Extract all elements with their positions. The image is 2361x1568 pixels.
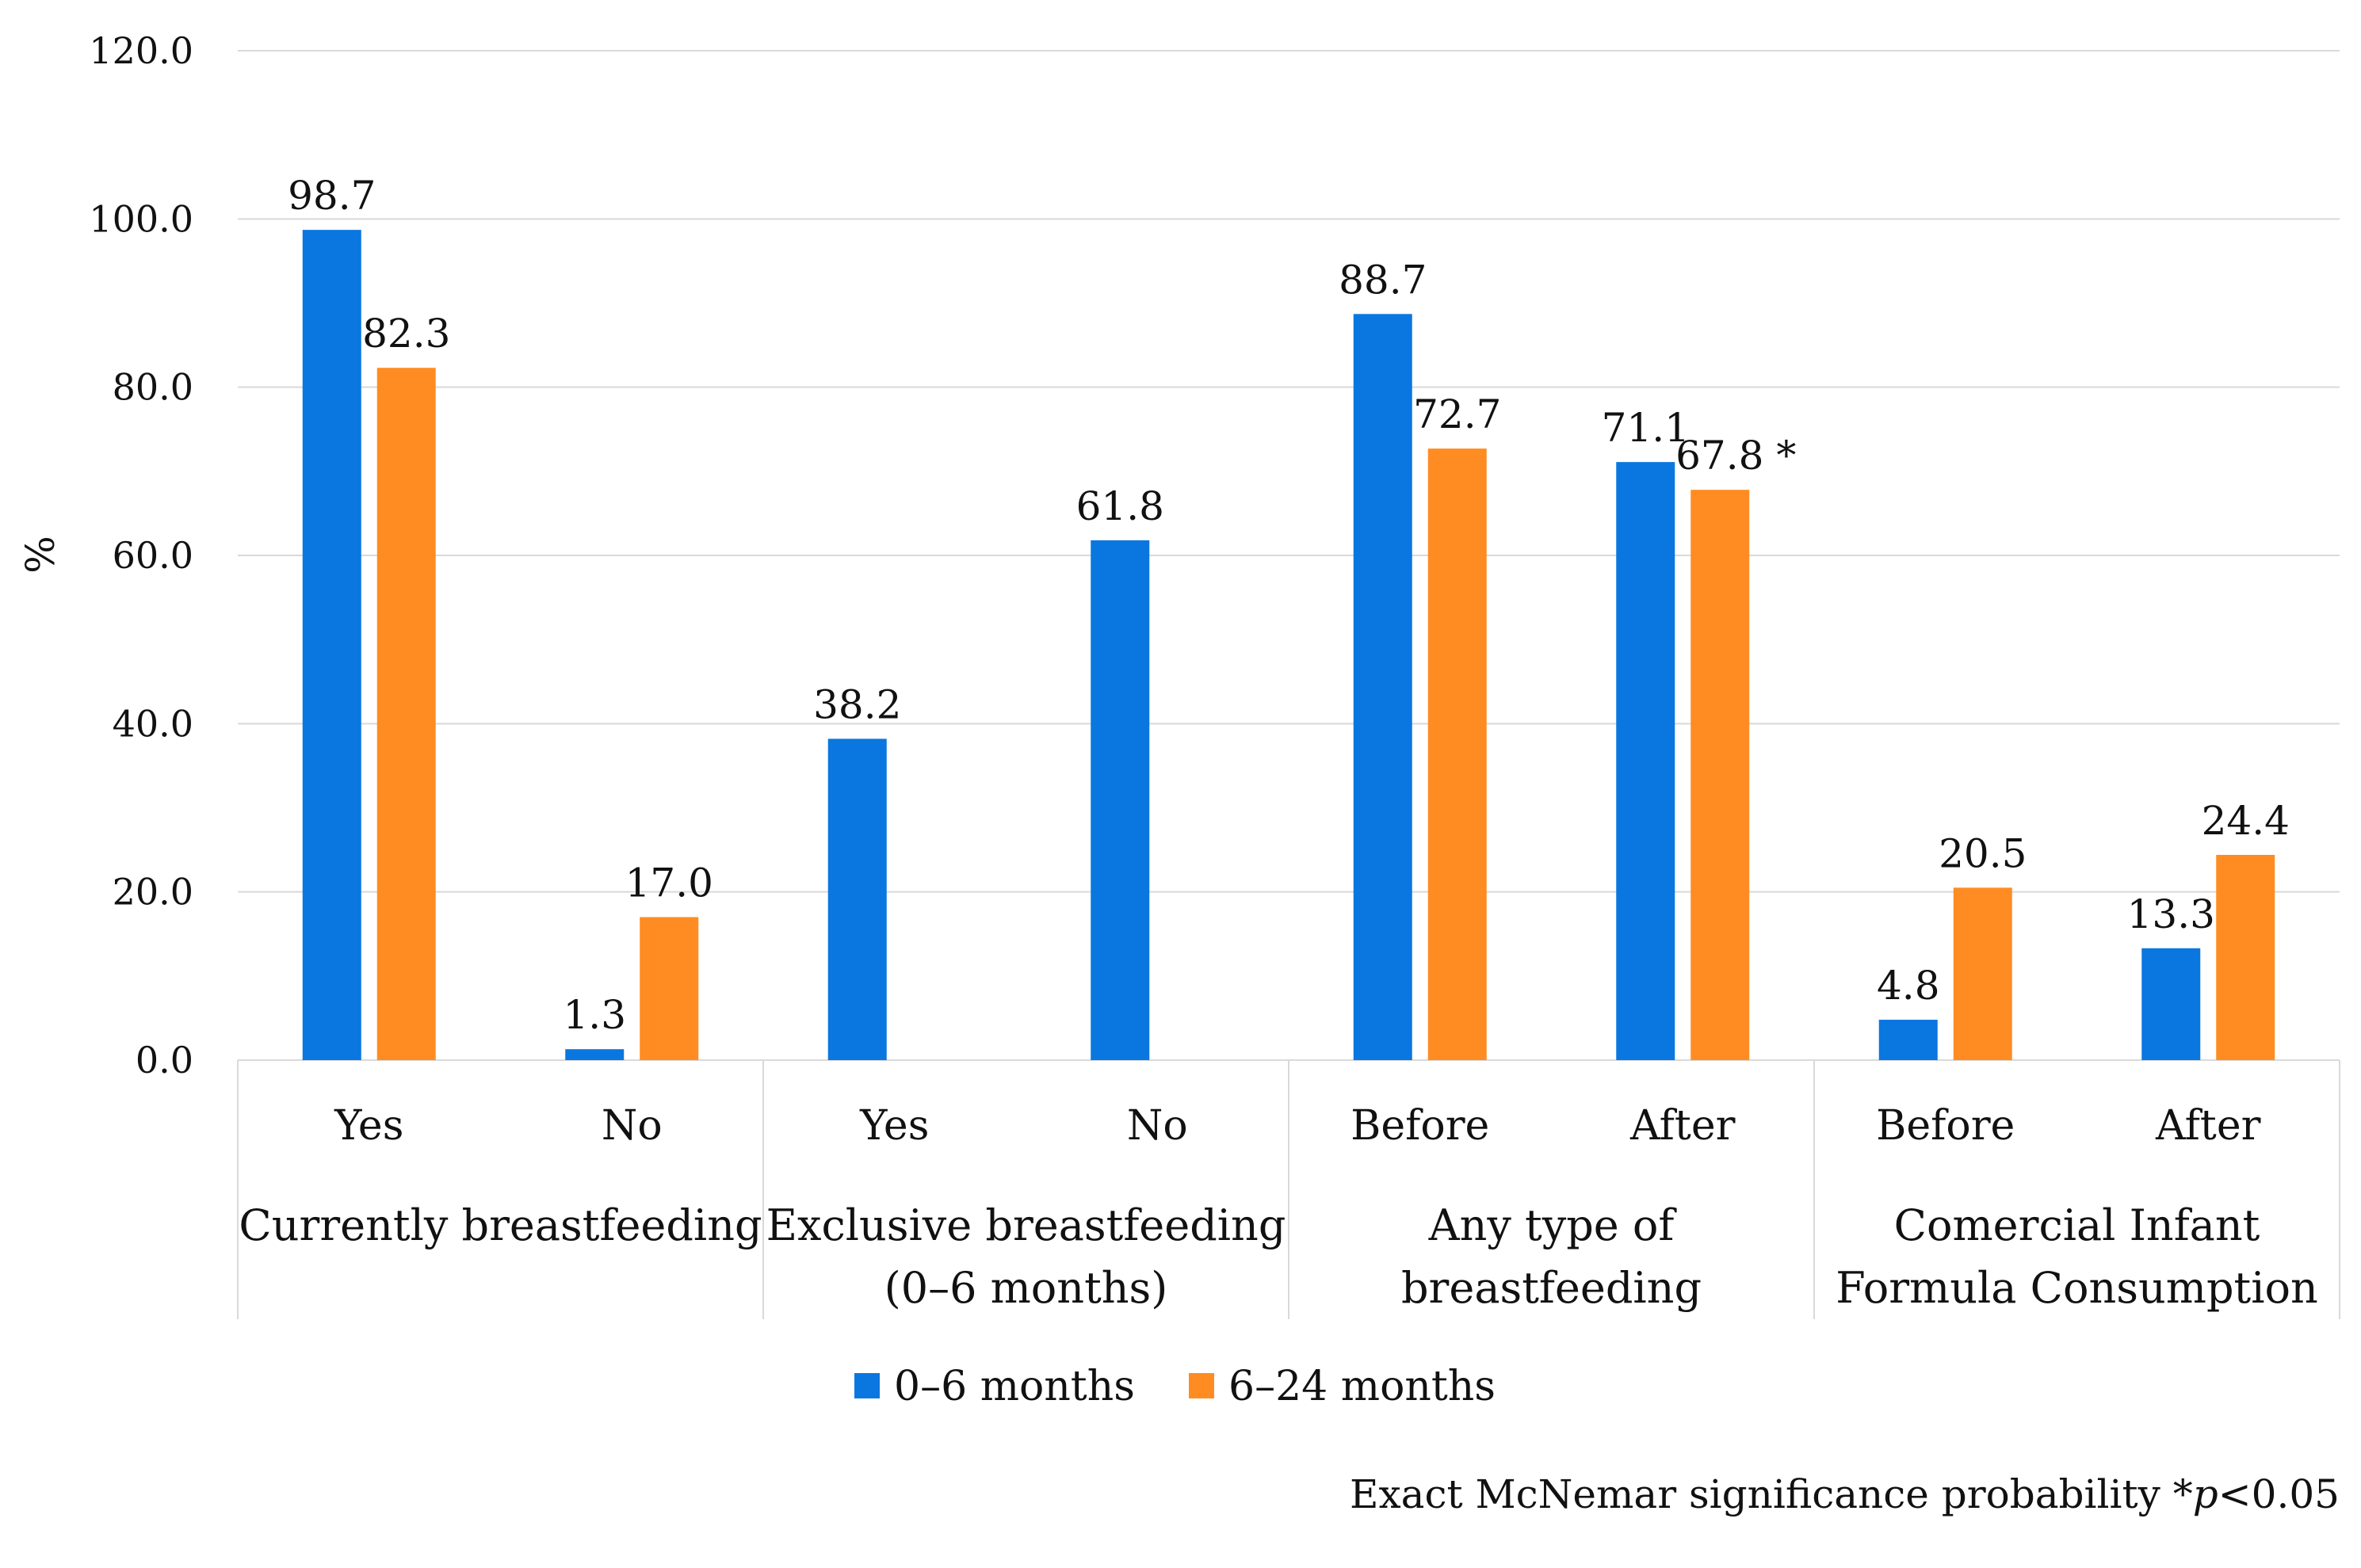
- footnote-text: Exact McNemar significance probability *: [1350, 1471, 2193, 1517]
- y-tick-label: 40.0: [113, 702, 193, 745]
- data-label: 17.0: [625, 860, 713, 906]
- data-label: 38.2: [813, 681, 901, 727]
- bar-toddler: [1953, 887, 2012, 1060]
- data-label: 82.3: [362, 311, 450, 357]
- footnote-p: p: [2193, 1471, 2218, 1517]
- group-label: Exclusive breastfeeding: [766, 1200, 1286, 1250]
- legend-swatch: [1189, 1373, 1214, 1398]
- x-tick-label: Before: [1351, 1102, 1489, 1150]
- legend-label: 0–6 months: [894, 1363, 1135, 1410]
- x-tick-label: After: [1629, 1102, 1736, 1150]
- x-tick-label: Before: [1876, 1102, 2015, 1150]
- bar-infant: [1091, 540, 1150, 1060]
- y-tick-label: 0.0: [136, 1039, 193, 1082]
- data-label: 67.8 *: [1675, 433, 1796, 479]
- x-tick-label: After: [2155, 1102, 2261, 1150]
- group-label: (0–6 months): [884, 1263, 1168, 1313]
- data-label: 71.1: [1602, 405, 1690, 451]
- y-tick-label: 60.0: [113, 534, 193, 577]
- data-label: 88.7: [1339, 257, 1427, 303]
- bar-toddler: [640, 917, 699, 1060]
- group-label: breastfeeding: [1401, 1263, 1702, 1313]
- significance-footnote: Exact McNemar significance probability *…: [1350, 1471, 2340, 1517]
- x-tick-label: Yes: [859, 1102, 929, 1150]
- bar-toddler: [376, 368, 436, 1061]
- bars: [302, 230, 2275, 1061]
- y-axis-title: %: [17, 536, 63, 574]
- legend-label: 6–24 months: [1228, 1363, 1496, 1410]
- bar-infant: [1353, 314, 1412, 1061]
- data-label: 20.5: [1939, 830, 2027, 876]
- y-tick-label: 100.0: [89, 197, 193, 240]
- group-label: Comercial Infant: [1894, 1200, 2260, 1250]
- x-axis-categories: Yes No Yes No Before After Before After Currentl…: [237, 1060, 2340, 1319]
- bar-infant: [827, 738, 887, 1060]
- data-labels: 98.7 82.3 1.3 17.0 38.2 61.8 88.7 72.7 71.167.8 …: [288, 173, 2290, 1038]
- x-tick-label: No: [1127, 1102, 1188, 1150]
- data-label: 61.8: [1076, 483, 1164, 529]
- gridlines: [238, 50, 2340, 1061]
- y-tick-label: 20.0: [113, 871, 193, 914]
- data-label: 4.8: [1877, 963, 1940, 1009]
- bar-toddler: [1427, 448, 1487, 1060]
- group-label: Any type of: [1428, 1200, 1678, 1250]
- bar-infant: [302, 230, 361, 1060]
- data-label: 1.3: [563, 992, 626, 1038]
- bar-infant: [2141, 948, 2201, 1060]
- bar-toddler: [2216, 854, 2275, 1060]
- group-label: Formula Consumption: [1836, 1263, 2318, 1313]
- y-tick-label: 80.0: [113, 366, 193, 409]
- data-label: 98.7: [288, 173, 376, 219]
- x-tick-label: Yes: [334, 1102, 403, 1150]
- bar-toddler: [1691, 490, 1750, 1060]
- data-label: 72.7: [1413, 391, 1501, 437]
- data-label: 24.4: [2202, 798, 2290, 844]
- bar-infant: [565, 1049, 625, 1060]
- group-label: Currently breastfeeding: [239, 1200, 762, 1250]
- bar-infant: [1616, 462, 1675, 1060]
- x-tick-label: No: [602, 1102, 663, 1150]
- bar-infant: [1878, 1020, 1938, 1060]
- legend-swatch: [854, 1373, 880, 1398]
- footnote-threshold: <0.05: [2218, 1471, 2340, 1517]
- y-tick-label: 120.0: [89, 29, 193, 72]
- data-label: 13.3: [2127, 891, 2215, 937]
- legend: 0–6 months 6–24 months: [854, 1363, 1496, 1410]
- y-axis-ticks: 0.0 20.0 40.0 60.0 80.0 100.0 120.0: [89, 29, 193, 1082]
